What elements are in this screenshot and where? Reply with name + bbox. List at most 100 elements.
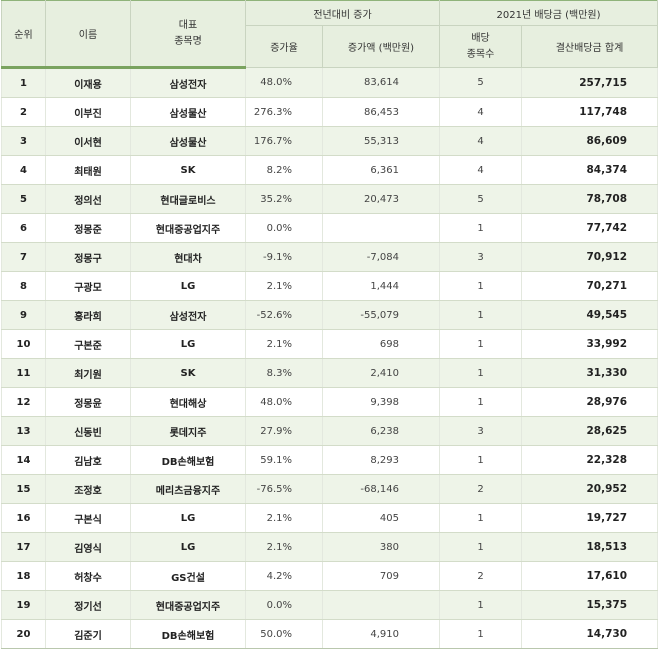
cell-name: 최태원	[45, 155, 131, 185]
cell-rate: 48.0%	[245, 387, 323, 417]
header-stock: 대표 종목명	[130, 0, 246, 69]
cell-stock: 현대해상	[130, 387, 246, 417]
table-row: 10 구본준 LG 2.1% 698 1 33,992	[1, 329, 658, 359]
cell-amount: 380	[321, 532, 441, 562]
table-row: 18 허창수 GS건설 4.2% 709 2 17,610	[1, 561, 658, 591]
header-stock-line1: 대표	[178, 19, 198, 31]
cell-stock: 현대중공업지주	[130, 213, 246, 243]
cell-rate: -52.6%	[245, 300, 323, 330]
cell-stock: 삼성전자	[130, 300, 246, 330]
cell-amount: -7,084	[321, 242, 441, 272]
cell-stock: 삼성전자	[130, 67, 246, 98]
cell-total: 19,727	[521, 503, 658, 533]
header-total: 결산배당금 합계	[521, 25, 658, 68]
cell-name: 정몽구	[45, 242, 131, 272]
cell-total: 117,748	[521, 97, 658, 127]
cell-count: 4	[439, 155, 523, 185]
cell-total: 33,992	[521, 329, 658, 359]
header-stock-line2: 종목명	[174, 35, 202, 47]
cell-amount: 8,293	[321, 445, 441, 475]
cell-total: 15,375	[521, 590, 658, 620]
cell-stock: LG	[130, 329, 246, 359]
cell-amount: 709	[321, 561, 441, 591]
cell-total: 31,330	[521, 358, 658, 388]
table-row: 9 홍라희 삼성전자 -52.6% -55,079 1 49,545	[1, 300, 658, 330]
cell-rate: 2.1%	[245, 271, 323, 301]
cell-amount: 4,910	[321, 619, 441, 649]
cell-rank: 1	[1, 67, 46, 98]
cell-name: 구광모	[45, 271, 131, 301]
cell-count: 1	[439, 358, 523, 388]
cell-stock: 현대중공업지주	[130, 590, 246, 620]
cell-rate: 35.2%	[245, 184, 323, 214]
table-row: 4 최태원 SK 8.2% 6,361 4 84,374	[1, 155, 658, 185]
cell-count: 1	[439, 300, 523, 330]
cell-rate: 2.1%	[245, 532, 323, 562]
table-row: 15 조정호 메리츠금융지주 -76.5% -68,146 2 20,952	[1, 474, 658, 504]
cell-rank: 15	[1, 474, 46, 504]
table-header: 순위 이름 대표 종목명 전년대비 증가 2021년 배당금 (백만원) 증가율…	[1, 0, 658, 69]
cell-rate: 0.0%	[245, 213, 323, 243]
cell-stock: 삼성물산	[130, 126, 246, 156]
cell-rank: 5	[1, 184, 46, 214]
cell-stock: DB손해보험	[130, 619, 246, 649]
cell-count: 5	[439, 67, 523, 98]
cell-stock: 삼성물산	[130, 97, 246, 127]
cell-rate: 2.1%	[245, 503, 323, 533]
cell-name: 구본식	[45, 503, 131, 533]
header-count: 배당 종목수	[439, 25, 523, 68]
cell-rank: 12	[1, 387, 46, 417]
cell-name: 김남호	[45, 445, 131, 475]
cell-amount: 405	[321, 503, 441, 533]
cell-total: 28,976	[521, 387, 658, 417]
cell-amount: 9,398	[321, 387, 441, 417]
cell-count: 4	[439, 97, 523, 127]
cell-name: 정몽윤	[45, 387, 131, 417]
cell-total: 17,610	[521, 561, 658, 591]
cell-rank: 19	[1, 590, 46, 620]
cell-stock: GS건설	[130, 561, 246, 591]
cell-name: 조정호	[45, 474, 131, 504]
cell-rate: -9.1%	[245, 242, 323, 272]
cell-name: 이서현	[45, 126, 131, 156]
table-row: 20 김준기 DB손해보험 50.0% 4,910 1 14,730	[1, 619, 658, 649]
cell-amount	[321, 213, 441, 243]
cell-rate: 48.0%	[245, 67, 323, 98]
header-rank: 순위	[1, 0, 46, 69]
cell-name: 허창수	[45, 561, 131, 591]
cell-total: 78,708	[521, 184, 658, 214]
cell-count: 1	[439, 503, 523, 533]
cell-total: 257,715	[521, 67, 658, 98]
cell-stock: SK	[130, 358, 246, 388]
cell-rate: 59.1%	[245, 445, 323, 475]
cell-name: 이부진	[45, 97, 131, 127]
cell-rate: 27.9%	[245, 416, 323, 446]
table-row: 6 정몽준 현대중공업지주 0.0% 1 77,742	[1, 213, 658, 243]
cell-rank: 3	[1, 126, 46, 156]
table-row: 17 김영식 LG 2.1% 380 1 18,513	[1, 532, 658, 562]
cell-total: 18,513	[521, 532, 658, 562]
cell-total: 22,328	[521, 445, 658, 475]
cell-rank: 11	[1, 358, 46, 388]
header-name: 이름	[45, 0, 131, 69]
cell-stock: 현대글로비스	[130, 184, 246, 214]
cell-rate: 8.2%	[245, 155, 323, 185]
table-row: 11 최기원 SK 8.3% 2,410 1 31,330	[1, 358, 658, 388]
cell-amount: 86,453	[321, 97, 441, 127]
cell-amount: 83,614	[321, 67, 441, 98]
cell-rank: 20	[1, 619, 46, 649]
cell-name: 홍라희	[45, 300, 131, 330]
cell-rank: 9	[1, 300, 46, 330]
header-count-line2: 종목수	[466, 48, 495, 60]
cell-count: 1	[439, 329, 523, 359]
table-row: 13 신동빈 롯데지주 27.9% 6,238 3 28,625	[1, 416, 658, 446]
cell-total: 70,912	[521, 242, 658, 272]
cell-count: 2	[439, 561, 523, 591]
cell-name: 신동빈	[45, 416, 131, 446]
cell-amount: -68,146	[321, 474, 441, 504]
cell-count: 1	[439, 213, 523, 243]
cell-amount: 20,473	[321, 184, 441, 214]
cell-stock: 현대차	[130, 242, 246, 272]
table-row: 3 이서현 삼성물산 176.7% 55,313 4 86,609	[1, 126, 658, 156]
cell-count: 1	[439, 445, 523, 475]
